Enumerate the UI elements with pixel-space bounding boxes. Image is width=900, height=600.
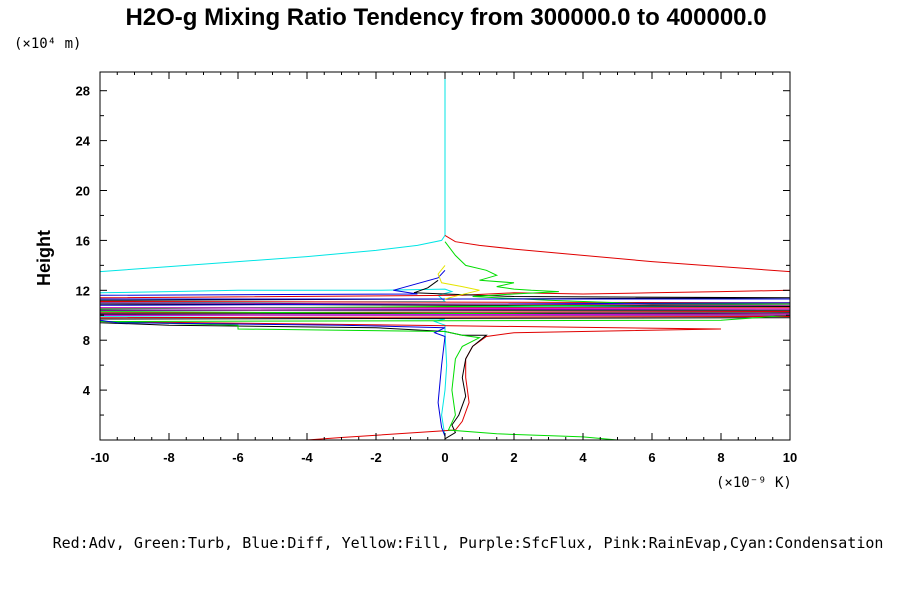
x-tick-label: -6 [232, 450, 244, 465]
x-tick-label: -10 [91, 450, 110, 465]
y-tick-label: 16 [76, 233, 90, 248]
series-line-blue [100, 269, 790, 440]
x-tick-label: 6 [648, 450, 655, 465]
x-tick-label: 10 [783, 450, 797, 465]
series-line-black [100, 279, 790, 440]
y-tick-label: 8 [83, 333, 90, 348]
x-tick-label: -2 [370, 450, 382, 465]
series-line-green [100, 241, 790, 440]
y-tick-label: 20 [76, 184, 90, 199]
plot-area [99, 71, 791, 441]
y-tick-label: 28 [76, 84, 90, 99]
x-tick-label: 4 [579, 450, 587, 465]
series-line-red [100, 234, 790, 440]
x-tick-label: 0 [441, 450, 448, 465]
y-tick-label: 24 [76, 134, 91, 149]
x-axis: -10 -8 -6 -4 -2 0 2 4 6 8 10 [91, 72, 797, 465]
legend-text: Red:Adv, Green:Turb, Blue:Diff, Yellow:F… [53, 534, 884, 552]
y-unit-label: (×10⁴ m) [14, 36, 81, 52]
x-tick-label: -8 [163, 450, 175, 465]
series-line-yellow [437, 265, 480, 300]
series-group [100, 72, 790, 440]
y-axis-label: Height [34, 230, 54, 286]
x-tick-label: 8 [717, 450, 724, 465]
x-tick-label: 2 [510, 450, 517, 465]
series-line-cyan [100, 72, 790, 440]
y-tick-label: 12 [76, 283, 90, 298]
x-tick-label: -4 [301, 450, 313, 465]
chart-title: H2O-g Mixing Ratio Tendency from 300000.… [125, 4, 766, 31]
y-axis: 4 8 12 16 20 24 28 [76, 84, 790, 416]
series-line-pink [100, 307, 790, 440]
y-tick-label: 4 [83, 383, 91, 398]
x-unit-label: (×10⁻⁹ K) [716, 475, 792, 491]
